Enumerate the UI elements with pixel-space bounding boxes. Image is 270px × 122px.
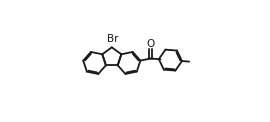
Text: Br: Br <box>107 34 119 44</box>
Text: O: O <box>146 39 155 49</box>
